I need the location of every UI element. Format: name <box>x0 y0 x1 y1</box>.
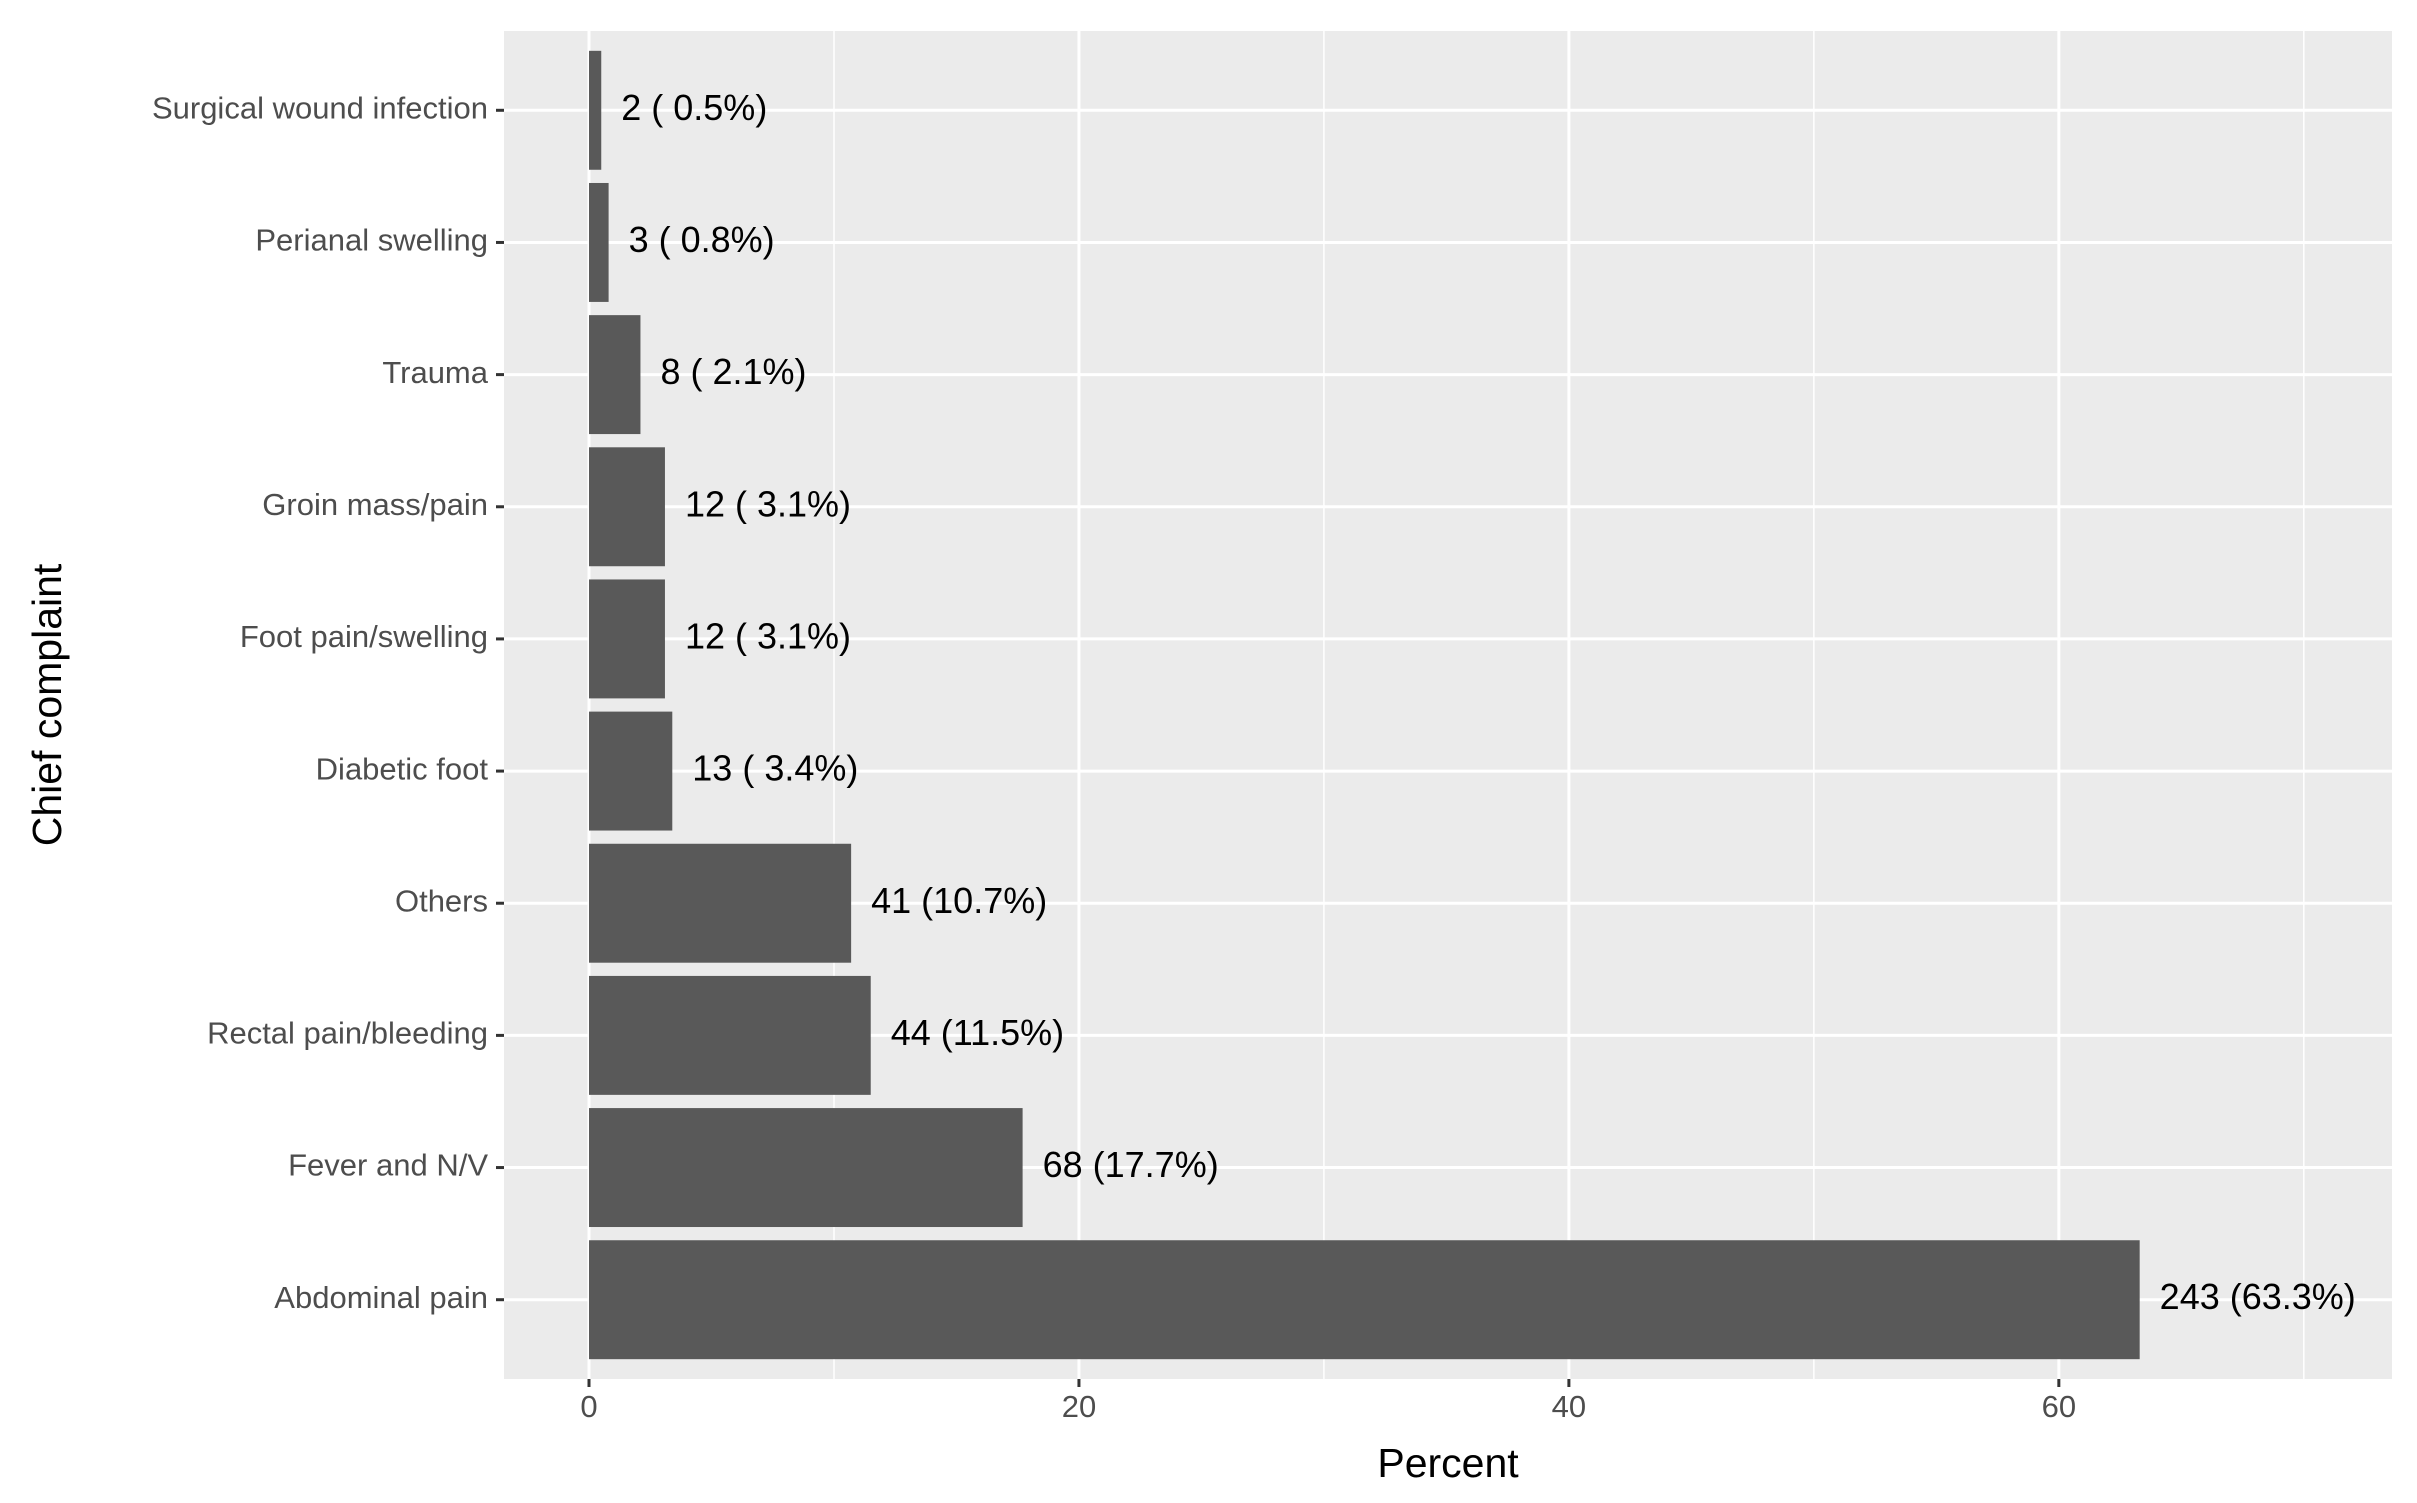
bar <box>589 579 665 699</box>
bar <box>589 711 673 831</box>
bar <box>589 182 609 302</box>
bar <box>589 843 852 963</box>
bar <box>589 315 641 435</box>
bar <box>589 447 665 567</box>
y-tick-label: Others <box>395 883 488 918</box>
value-label: 44 (11.5%) <box>891 1012 1064 1053</box>
x-tick-label: 0 <box>580 1389 597 1424</box>
bar <box>589 1240 2140 1360</box>
y-tick-label: Foot pain/swelling <box>240 619 488 654</box>
y-tick-label: Trauma <box>382 355 488 390</box>
y-axis-title: Chief complaint <box>24 563 70 846</box>
x-tick-label: 20 <box>1062 1389 1096 1424</box>
y-tick-label: Rectal pain/bleeding <box>207 1016 488 1051</box>
bar <box>589 50 602 170</box>
value-label: 3 ( 0.8%) <box>629 219 775 260</box>
value-label: 2 ( 0.5%) <box>621 87 767 128</box>
x-tick-label: 40 <box>1552 1389 1586 1424</box>
value-label: 243 (63.3%) <box>2160 1276 2356 1317</box>
y-tick-label: Fever and N/V <box>288 1148 488 1183</box>
x-axis-title: Percent <box>1377 1440 1519 1486</box>
y-tick-label: Groin mass/pain <box>262 487 488 522</box>
bar <box>589 1108 1023 1228</box>
y-tick-label: Perianal swelling <box>255 223 488 258</box>
value-label: 13 ( 3.4%) <box>692 748 858 789</box>
y-tick-label: Diabetic foot <box>316 751 489 786</box>
bar <box>589 975 871 1095</box>
y-tick-label: Surgical wound infection <box>152 90 488 125</box>
value-label: 12 ( 3.1%) <box>685 615 851 656</box>
y-tick-label: Abdominal pain <box>274 1280 488 1315</box>
value-label: 8 ( 2.1%) <box>660 351 806 392</box>
value-label: 68 (17.7%) <box>1043 1144 1219 1185</box>
value-label: 41 (10.7%) <box>871 880 1047 921</box>
value-label: 12 ( 3.1%) <box>685 483 851 524</box>
x-tick-label: 60 <box>2042 1389 2076 1424</box>
